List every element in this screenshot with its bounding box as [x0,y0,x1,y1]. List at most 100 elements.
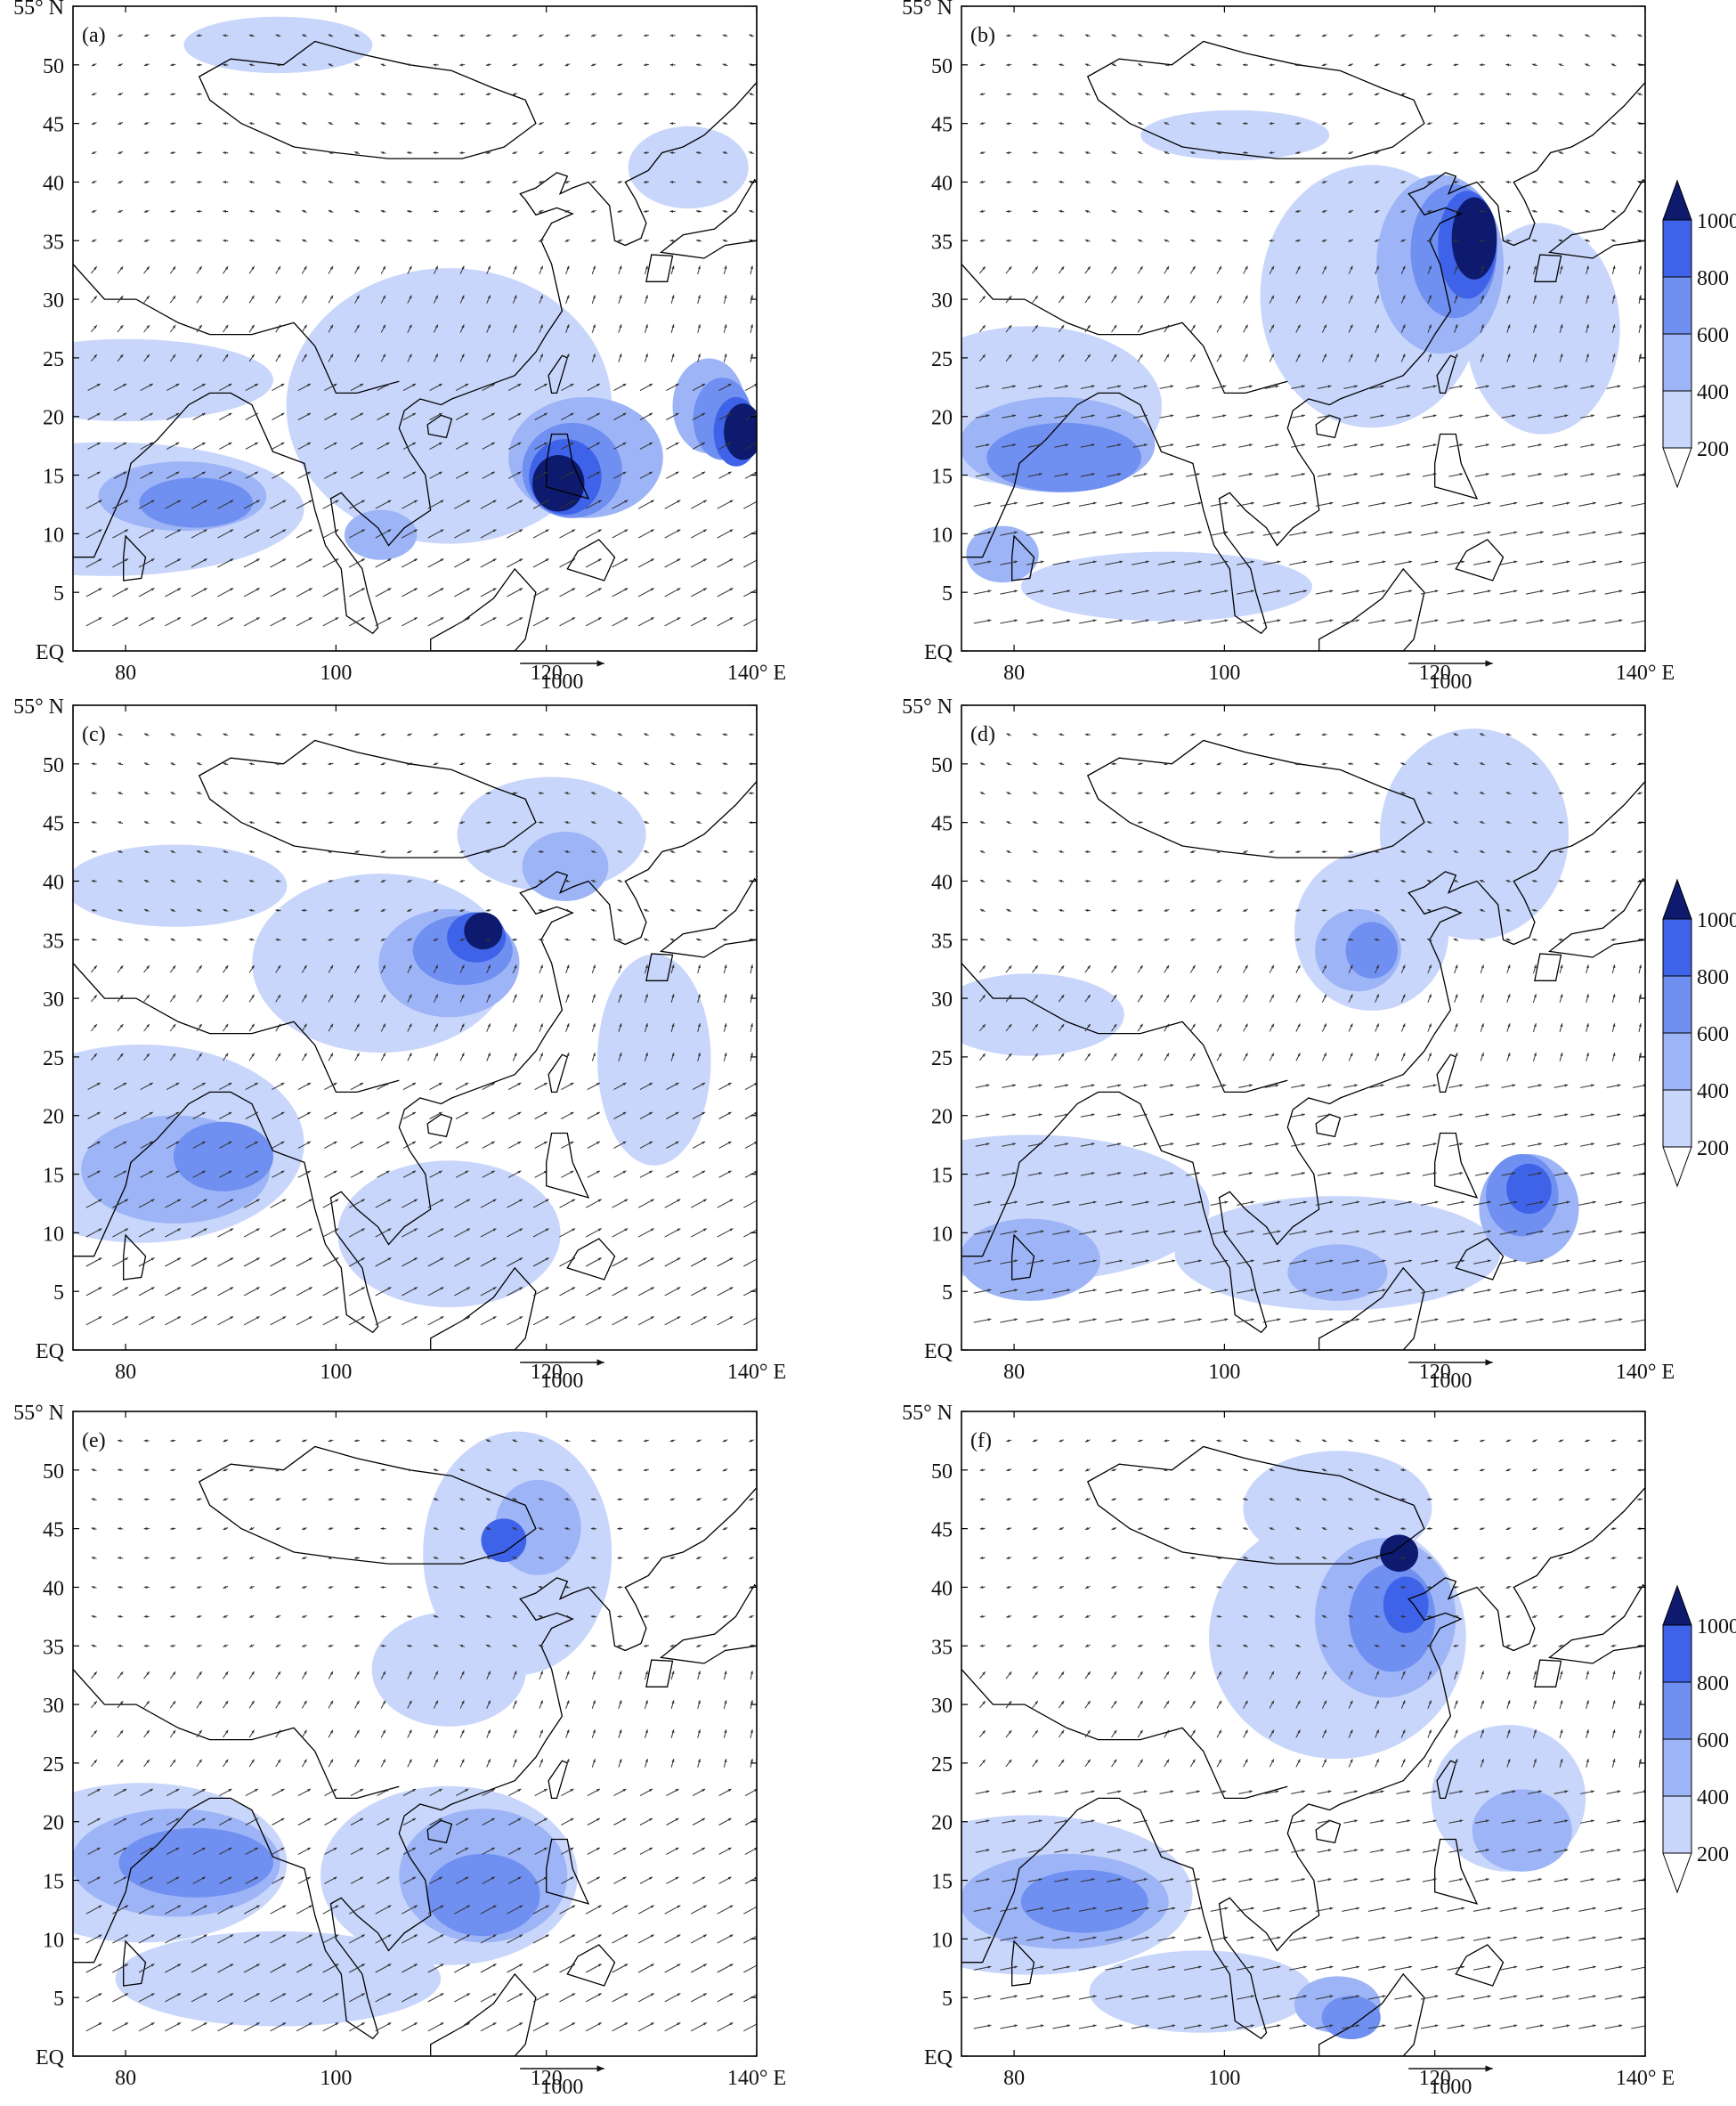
wind-arrow [248,354,256,362]
shading-region [628,126,749,209]
wind-arrow [512,354,517,362]
wind-arrow [480,616,497,627]
wind-arrow [191,558,207,568]
wind-arrow [723,353,727,362]
shading-region [1472,1789,1572,1872]
lat-label: 50 [43,1460,64,1484]
wind-arrow [302,239,307,242]
wind-arrow [1400,1614,1407,1619]
wind-arrow [272,412,285,420]
wind-arrow [1505,34,1512,37]
wind-arrow [1505,151,1512,155]
wind-arrow [559,500,576,509]
wind-arrow [1584,792,1591,795]
wind-arrow [353,1526,361,1531]
wind-arrow [165,500,182,509]
wind-arrow [407,295,412,304]
wind-arrow [192,442,207,450]
wind-arrow [113,412,127,420]
lat-label: EQ [924,2046,953,2069]
wind-arrow [559,588,576,598]
wind-arrow [507,442,522,450]
wind-arrow [377,412,390,420]
wind-arrow [459,121,466,126]
lon-label: 140° E [727,662,786,685]
wind-arrow [723,324,727,333]
wind-arrow [380,295,386,304]
shading-region [426,1853,540,1937]
wind-arrow [1400,1527,1407,1531]
wind-arrow [1084,938,1091,941]
wind-arrow [1400,1585,1407,1590]
wind-arrow [644,353,648,362]
wind-arrow [538,733,544,736]
wind-arrow [664,500,681,509]
lat-label: 55° N [13,1402,64,1425]
wind-arrow [512,239,518,242]
wind-arrow [91,180,97,184]
wind-arrow [507,558,523,568]
wind-arrow [723,295,727,305]
shaded-field [961,705,1645,1350]
wind-arrow [539,295,544,304]
wind-arrow [427,500,444,509]
wind-arrow [275,908,281,912]
wind-arrow [455,383,469,392]
wind-arrow [375,588,392,598]
wind-arrow [512,295,517,304]
wind-arrow [1400,1644,1407,1647]
wind-arrow [429,412,442,420]
wind-arrow [538,938,544,941]
wind-arrow [353,1439,361,1443]
boundary-line [73,264,400,394]
wind-arrow [1505,209,1512,214]
wind-arrow [455,442,469,450]
wind-arrow [350,412,364,420]
wind-arrow [1269,93,1275,96]
shading-region [961,973,1124,1056]
lat-label: 25 [43,348,64,371]
wind-arrow [1637,1439,1643,1443]
wind-arrow [85,588,102,598]
wind-arrow [275,733,281,736]
wind-arrow [690,529,708,539]
lat-label: 5 [53,1988,64,2011]
wind-arrow [664,529,681,539]
wind-arrow [749,209,755,214]
wind-arrow [459,34,466,37]
wind-arrow [1084,879,1091,883]
wind-arrow [587,471,601,479]
wind-arrow [427,558,444,568]
wind-arrow [590,209,596,213]
shaded-field [73,6,757,651]
colorbar-tick-label: 1000 [1697,210,1736,233]
wind-arrow [348,588,366,598]
wind-arrow [979,1614,986,1618]
lat-label: 35 [931,1636,953,1659]
wind-arrow [272,442,285,450]
wind-arrow [353,1468,361,1472]
wind-arrow [322,588,339,598]
wind-arrow [1269,34,1275,37]
wind-arrow [112,558,129,568]
wind-arrow [402,529,418,539]
wind-arrow [112,500,129,509]
wind-arrow [718,383,732,392]
wind-arrow [454,558,471,568]
wind-arrow [454,500,471,509]
wind-arrow [1006,34,1012,37]
wind-arrow [1269,150,1275,155]
colorbar-segment [1662,1738,1692,1797]
wind-arrow [196,295,203,304]
wind-arrow [433,354,439,362]
lat-label: 15 [931,466,953,489]
wind-arrow [91,265,98,274]
wind-arrow [87,383,101,392]
wind-arrow [91,354,98,362]
wind-arrow [1006,63,1012,67]
wind-arrow [591,354,596,362]
lat-label: 25 [931,1047,953,1070]
wind-arrow [643,239,649,242]
wind-arrow [427,616,444,627]
shading-region [1089,1950,1313,2033]
